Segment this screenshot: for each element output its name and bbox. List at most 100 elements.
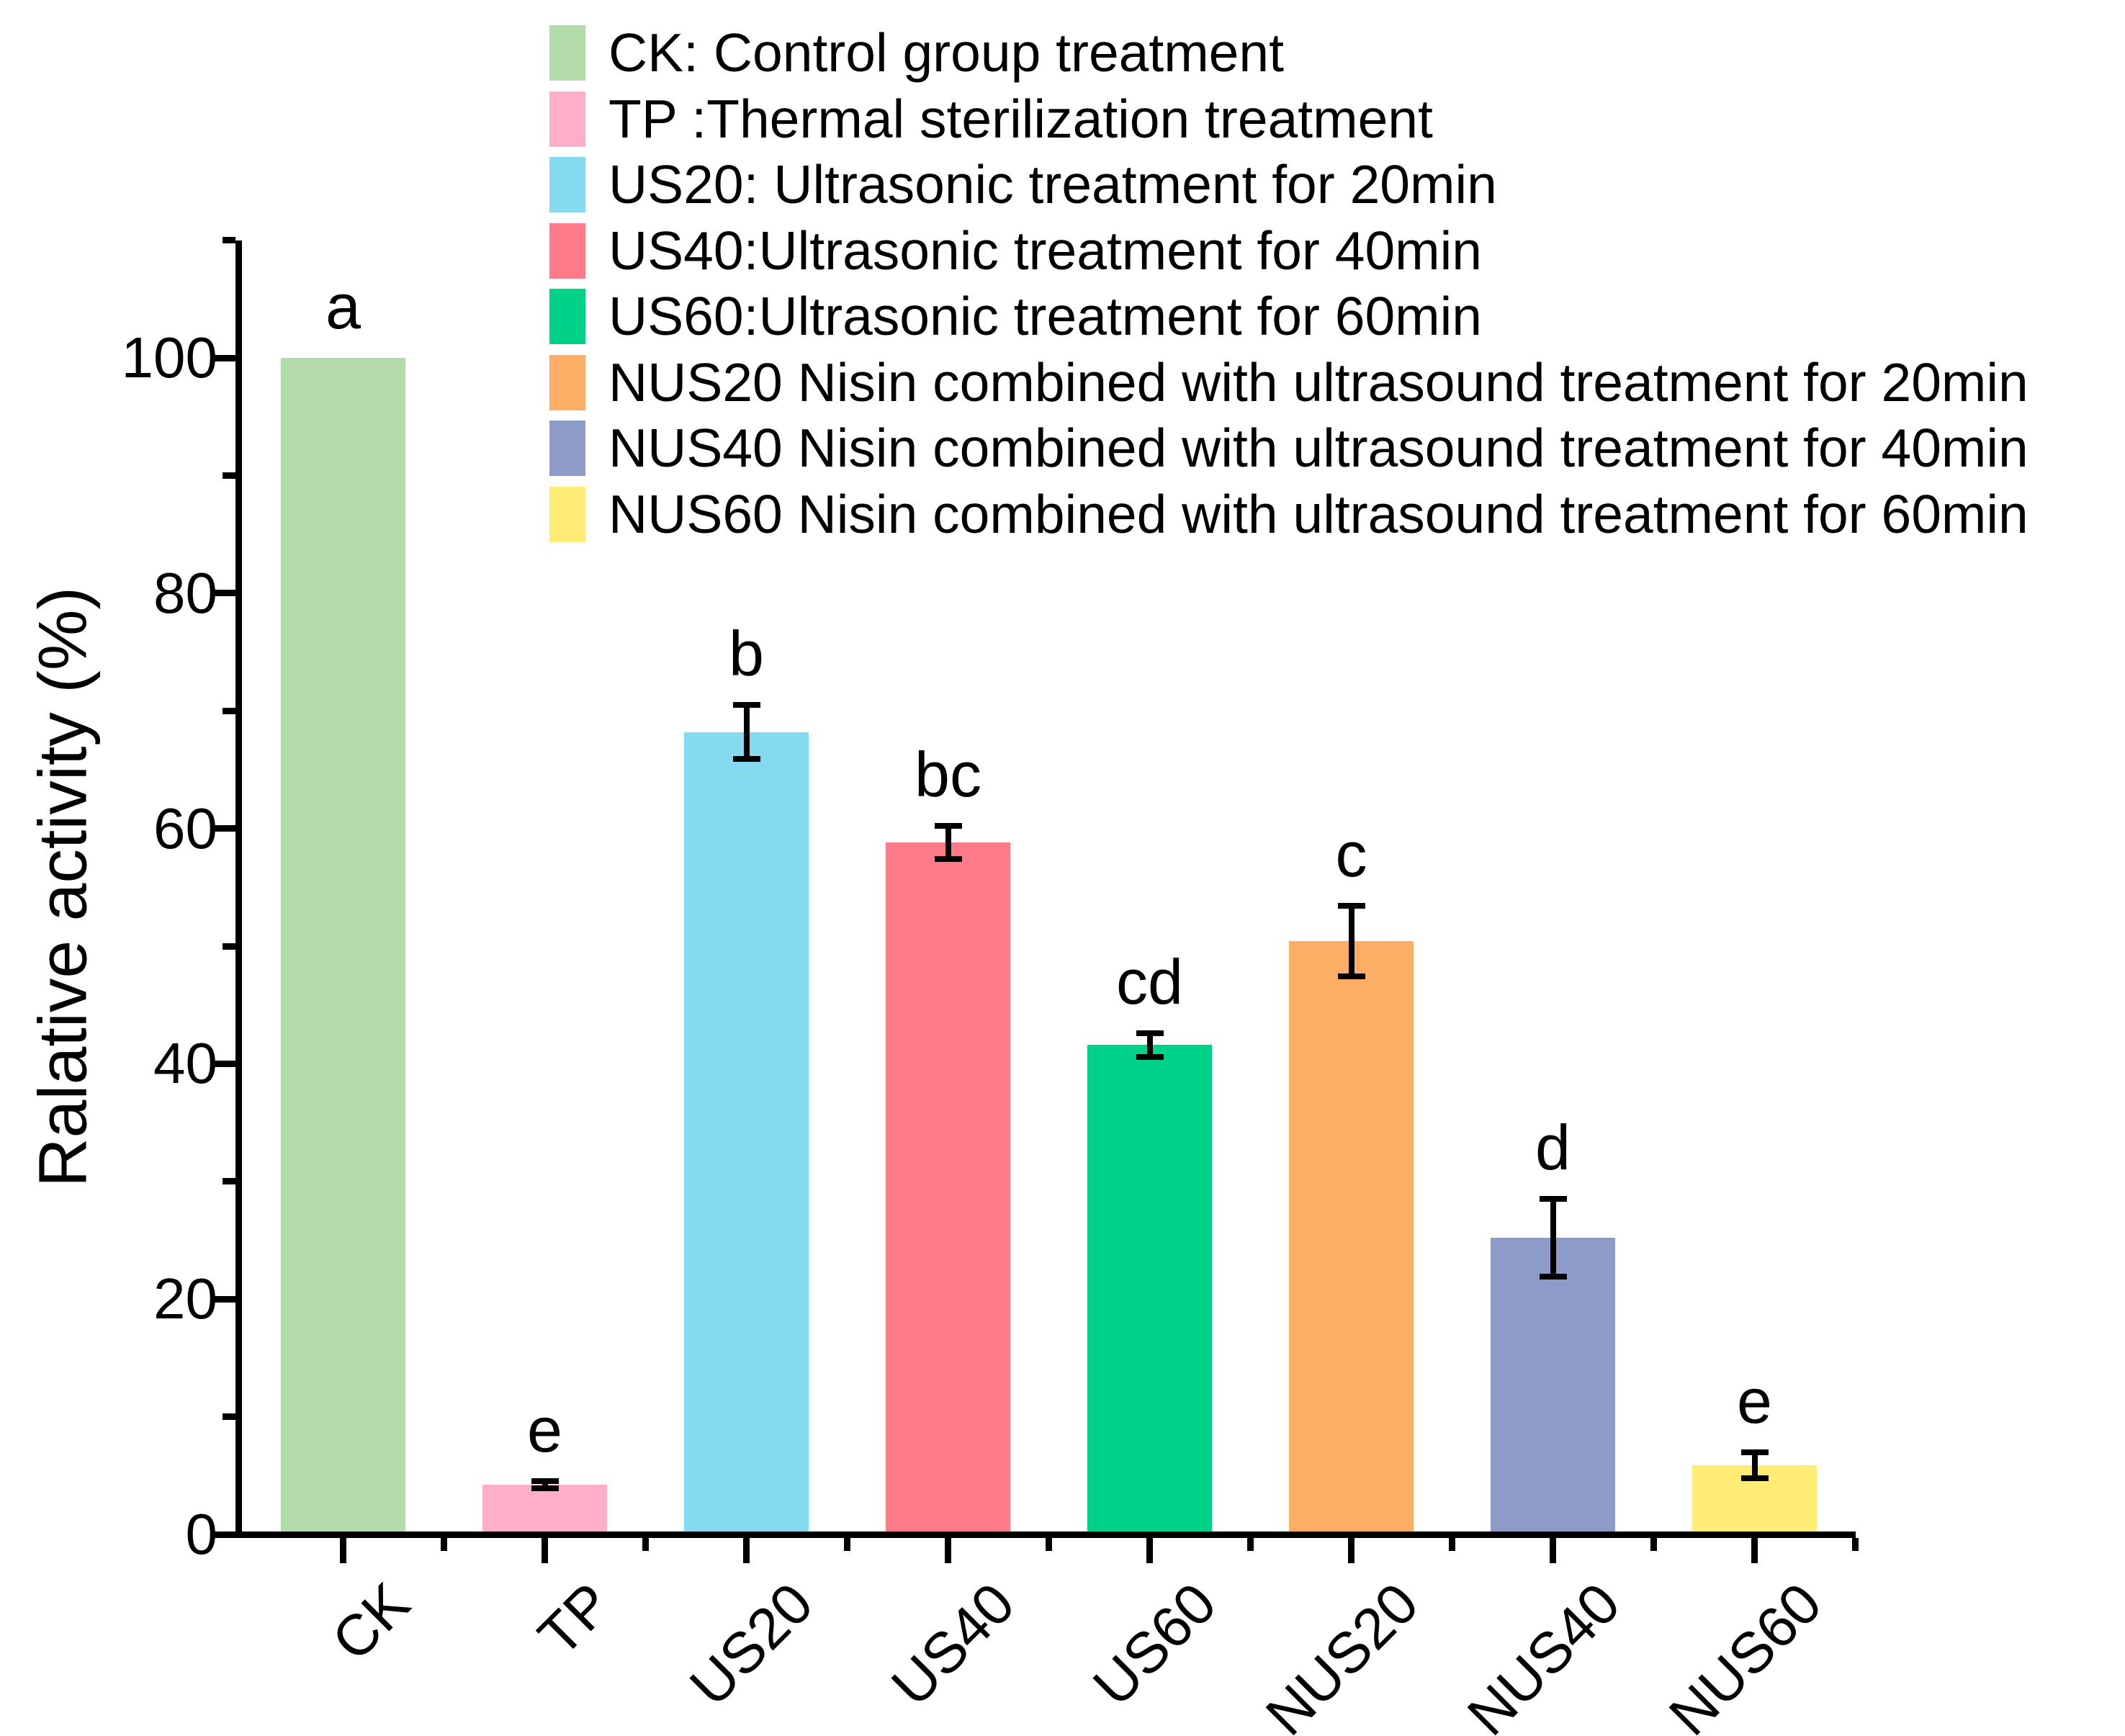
y-tick-label-100: 100: [121, 325, 217, 390]
legend-label: TP :Thermal sterilization treatment: [608, 88, 1433, 149]
legend-swatch-icon: [549, 91, 585, 147]
significance-letter-NUS60: e: [1737, 1364, 1772, 1436]
y-minor-tick: [223, 943, 235, 950]
y-axis-title: Ralative activity (%): [24, 586, 102, 1188]
significance-letter-US60: cd: [1116, 945, 1183, 1017]
y-tick-label-0: 0: [185, 1502, 218, 1566]
y-minor-tick: [223, 1178, 235, 1185]
legend-item: NUS60 Nisin combined with ultrasound tre…: [549, 483, 2029, 544]
error-bar-NUS20: [1348, 906, 1354, 977]
legend-swatch-icon: [549, 289, 585, 344]
legend-label: NUS20 Nisin combined with ultrasound tre…: [608, 351, 2029, 413]
legend-item: US60:Ultrasonic treatment for 60min: [549, 289, 1482, 344]
legend-item: TP :Thermal sterilization treatment: [549, 91, 1433, 147]
y-major-tick: [210, 1531, 235, 1538]
bar-NUS20: [1289, 941, 1414, 1534]
x-axis-line: [235, 1531, 1856, 1538]
y-major-tick: [210, 354, 235, 361]
legend-item: US40:Ultrasonic treatment for 40min: [549, 220, 1483, 281]
legend-item: NUS20 Nisin combined with ultrasound tre…: [549, 351, 2029, 413]
x-minor-tick: [1852, 1537, 1859, 1551]
x-minor-tick: [1247, 1537, 1254, 1551]
x-tick-label-NUS40: NUS40: [1455, 1570, 1632, 1736]
legend-label: NUS60 Nisin combined with ultrasound tre…: [608, 483, 2029, 544]
significance-letter-CK: a: [325, 271, 361, 342]
x-tick-label-CK: CK: [320, 1570, 422, 1673]
error-bar-NUS60: [1751, 1452, 1758, 1478]
error-cap-top-NUS60: [1740, 1449, 1769, 1455]
y-axis-line: [235, 240, 242, 1538]
error-bar-US40: [945, 826, 951, 860]
error-cap-bottom-US60: [1136, 1053, 1164, 1060]
legend-item: NUS40 Nisin combined with ultrasound tre…: [549, 420, 2029, 476]
y-major-tick: [210, 1295, 235, 1303]
x-major-tick: [945, 1537, 951, 1563]
x-tick-label-US40: US40: [879, 1570, 1027, 1718]
bar-TP: [482, 1485, 607, 1534]
x-minor-tick: [844, 1537, 850, 1551]
y-minor-tick: [223, 1413, 235, 1421]
legend-label: US40:Ultrasonic treatment for 40min: [608, 220, 1483, 281]
bar-CK: [281, 358, 405, 1534]
y-tick-label-40: 40: [153, 1031, 217, 1096]
significance-letter-NUS20: c: [1335, 819, 1367, 891]
x-minor-tick: [1650, 1537, 1657, 1551]
error-cap-top-US40: [934, 823, 962, 829]
error-bar-NUS40: [1550, 1199, 1556, 1277]
legend-label: NUS40 Nisin combined with ultrasound tre…: [608, 418, 2029, 478]
error-cap-bottom-US20: [732, 756, 760, 763]
error-cap-top-TP: [531, 1478, 559, 1485]
bar-NUS40: [1491, 1238, 1615, 1534]
legend-swatch-icon: [549, 354, 585, 410]
legend-swatch-icon: [549, 486, 585, 542]
y-tick-label-60: 60: [153, 796, 217, 860]
x-major-tick: [1146, 1537, 1153, 1563]
x-tick-label-NUS20: NUS20: [1253, 1570, 1430, 1736]
legend-label: US60:Ultrasonic treatment for 60min: [608, 286, 1483, 346]
error-cap-bottom-NUS20: [1337, 973, 1365, 980]
y-major-tick: [210, 1060, 235, 1067]
legend-swatch-icon: [549, 222, 585, 279]
x-tick-label-NUS60: NUS60: [1656, 1570, 1833, 1736]
significance-letter-TP: e: [527, 1394, 562, 1466]
x-major-tick: [1550, 1537, 1556, 1563]
x-major-tick: [542, 1537, 548, 1563]
error-cap-bottom-NUS40: [1539, 1274, 1567, 1280]
bar-US20: [684, 732, 809, 1534]
error-bar-US20: [743, 705, 750, 760]
y-minor-tick: [223, 472, 235, 479]
x-tick-label-TP: TP: [526, 1570, 624, 1668]
significance-letter-US40: bc: [915, 739, 981, 811]
x-minor-tick: [441, 1537, 447, 1551]
legend-item: CK: Control group treatment: [549, 25, 1284, 81]
legend-swatch-icon: [549, 420, 585, 476]
bar-US60: [1087, 1045, 1212, 1534]
error-cap-top-NUS20: [1337, 903, 1365, 909]
error-cap-bottom-TP: [531, 1485, 559, 1492]
y-minor-tick: [223, 707, 235, 714]
legend-label: CK: Control group treatment: [608, 22, 1284, 83]
error-cap-top-US20: [732, 702, 760, 709]
x-minor-tick: [1449, 1537, 1455, 1551]
y-tick-label-80: 80: [153, 560, 217, 625]
error-bar-TP: [542, 1481, 548, 1489]
legend-swatch-icon: [549, 25, 585, 81]
significance-letter-NUS40: d: [1535, 1112, 1571, 1184]
significance-letter-US20: b: [729, 618, 764, 690]
x-major-tick: [1348, 1537, 1354, 1563]
x-tick-label-US20: US20: [678, 1570, 825, 1718]
legend-swatch-icon: [549, 157, 585, 212]
y-major-tick: [210, 825, 235, 832]
x-minor-tick: [1046, 1537, 1052, 1551]
error-cap-top-US60: [1136, 1030, 1164, 1036]
error-bar-US60: [1146, 1033, 1153, 1057]
y-tick-label-20: 20: [153, 1267, 217, 1331]
x-major-tick: [340, 1537, 346, 1563]
x-minor-tick: [642, 1537, 649, 1551]
y-major-tick: [210, 590, 235, 597]
legend-item: US20: Ultrasonic treatment for 20min: [549, 157, 1497, 212]
x-tick-label-US60: US60: [1081, 1570, 1228, 1718]
y-minor-tick: [223, 237, 235, 244]
error-cap-bottom-US40: [934, 856, 962, 863]
